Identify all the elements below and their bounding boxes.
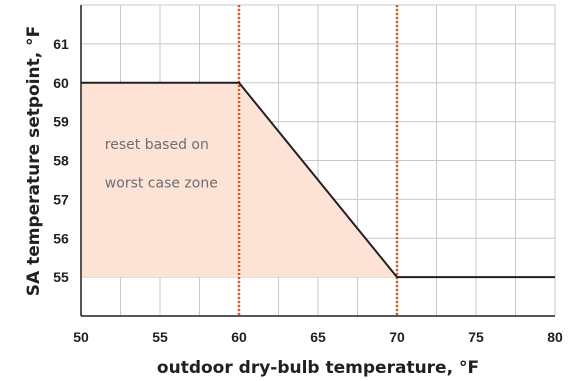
- x-tick-label: 65: [310, 329, 326, 345]
- shaded-region-layer: [81, 82, 397, 278]
- y-tick-label: 60: [53, 75, 69, 91]
- y-tick-label: 61: [53, 36, 69, 52]
- annotation-text: reset based on: [105, 137, 209, 153]
- setpoint-line: [81, 81, 555, 279]
- y-tick-label: 57: [53, 191, 69, 207]
- shaded-region: [81, 82, 397, 278]
- axes-frame: [80, 5, 555, 317]
- annotations: reset based on worst case zone: [105, 137, 218, 192]
- y-tick-label: 55: [53, 269, 69, 285]
- x-tick-label: 70: [389, 329, 405, 345]
- x-tick-label: 75: [468, 329, 484, 345]
- x-axis-title: outdoor dry-bulb temperature, °F: [157, 358, 479, 378]
- y-tick-label: 56: [53, 230, 69, 246]
- y-axis-title: SA temperature setpoint, °F: [24, 26, 44, 296]
- x-tick-label: 55: [152, 329, 168, 345]
- y-tick-label: 58: [53, 153, 69, 169]
- x-tick-label: 80: [547, 329, 563, 345]
- tick-labels: 50 55 60 65 70 75 80 55 56 57 58 59 60 61: [53, 36, 563, 345]
- series-layer: [81, 81, 555, 279]
- y-tick-label: 59: [53, 114, 69, 130]
- annotation-text: worst case zone: [105, 176, 218, 192]
- x-tick-label: 50: [73, 329, 89, 345]
- x-tick-label: 60: [231, 329, 247, 345]
